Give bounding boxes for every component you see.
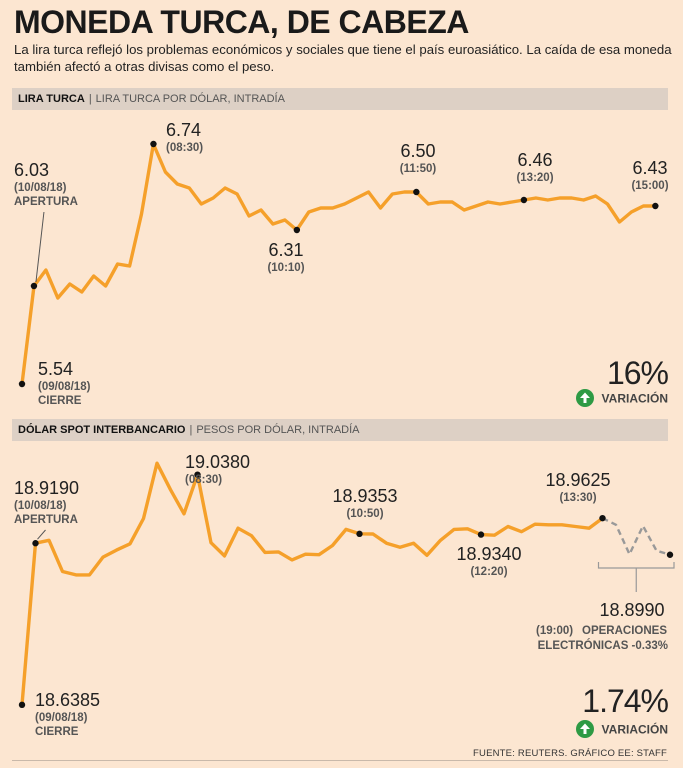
dollar-afterhours-line <box>601 517 671 556</box>
dollar-series-line <box>20 461 605 707</box>
dollar-annot-point-0 <box>18 701 26 709</box>
dollar-afterhours-point <box>666 551 674 558</box>
bottom-divider <box>12 760 668 761</box>
lira-annot-time-5: (13:20) <box>516 172 553 184</box>
dollar-annot-point-2 <box>194 471 201 478</box>
lira-unit: LIRA TURCA POR DÓLAR, INTRADÍA <box>95 93 285 105</box>
dollar-afterhours-label1: OPERACIONES <box>582 625 667 637</box>
dollar-title: DÓLAR SPOT INTERBANCARIO <box>18 424 186 436</box>
lira-annot-point-0 <box>18 380 26 388</box>
lira-title: LIRA TURCA <box>18 93 85 105</box>
dollar-chart: 18.8990 (19:00) OPERACIONES ELECTRÓNICAS -0… <box>14 452 675 738</box>
dollar-annot-leader-1 <box>37 529 46 540</box>
dollar-unit: PESOS POR DÓLAR, INTRADÍA <box>196 424 360 436</box>
dollar-annot-point-3 <box>356 530 363 538</box>
lira-annot-value-5: 6.46 <box>517 150 552 170</box>
lira-annot-value-3: 6.31 <box>268 240 303 260</box>
source-note: FUENTE: REUTERS. GRÁFICO EE: STAFF <box>473 748 667 759</box>
lira-annot-label-0: CIERRE <box>38 395 82 407</box>
dollar-annot-time-2: (08:30) <box>185 474 222 486</box>
lira-annot-point-4 <box>413 188 420 196</box>
lira-chart: 5.54 (09/08/18) CIERRE 6.03 (10/08/18) APERTU… <box>14 120 670 407</box>
lira-annot-time-0: (09/08/18) <box>38 381 91 393</box>
dollar-afterhours-time: (19:00) <box>536 625 573 637</box>
dollar-annot-time-4: (12:20) <box>470 566 507 578</box>
dollar-annot-value-3: 18.9353 <box>332 486 397 506</box>
lira-annot-label-1: APERTURA <box>14 196 78 208</box>
dollar-annot-point-5 <box>599 514 606 522</box>
dollar-annot-time-5: (13:30) <box>559 492 596 504</box>
subtitle: La lira turca reflejó los problemas econ… <box>14 42 672 74</box>
lira-annot-value-4: 6.50 <box>400 141 435 161</box>
lira-series-line <box>20 142 657 386</box>
dollar-annot-label-1: APERTURA <box>14 514 78 526</box>
dollar-annot-label-0: CIERRE <box>35 726 79 738</box>
dollar-annot-value-1: 18.9190 <box>14 478 79 498</box>
dollar-afterhours-label2: ELECTRÓNICAS -0.33% <box>538 639 668 652</box>
lira-annot-point-5 <box>520 196 528 204</box>
dollar-annot-value-2: 19.0380 <box>185 452 250 472</box>
page-title: MONEDA TURCA, DE CABEZA <box>14 4 469 40</box>
dollar-change-label: VARIACIÓN <box>602 722 668 737</box>
lira-annot-time-4: (11:50) <box>400 163 437 175</box>
lira-band: LIRA TURCA | LIRA TURCA POR DÓLAR, INTRADÍ… <box>12 88 668 110</box>
dollar-annot-point-4 <box>477 531 485 538</box>
dollar-annot-time-0: (09/08/18) <box>35 712 88 724</box>
dollar-up-arrow-glyph <box>580 723 590 734</box>
lira-change-value: 16% <box>607 355 669 391</box>
dollar-annot-value-0: 18.6385 <box>35 690 100 710</box>
lira-annot-time-2: (08:30) <box>166 142 203 154</box>
lira-annot-time-6: (15:00) <box>631 180 668 192</box>
dollar-annot-value-4: 18.9340 <box>456 544 521 564</box>
lira-annot-value-1: 6.03 <box>14 160 49 180</box>
dollar-afterhours-value: 18.8990 <box>599 600 664 620</box>
lira-annot-leader-1 <box>35 211 45 283</box>
lira-annot-value-2: 6.74 <box>166 120 201 140</box>
lira-annot-time-3: (10:10) <box>267 262 304 274</box>
lira-annot-time-1: (10/08/18) <box>14 182 67 194</box>
lira-change-label: VARIACIÓN <box>602 391 668 406</box>
lira-annot-value-6: 6.43 <box>632 158 667 178</box>
dollar-afterhours-bracket <box>597 562 675 592</box>
lira-annot-point-6 <box>652 202 659 210</box>
dollar-change-value: 1.74% <box>582 683 668 719</box>
lira-annot-point-2 <box>150 140 157 148</box>
lira-annot-point-1 <box>30 282 38 290</box>
dollar-annot-point-1 <box>32 540 39 547</box>
lira-up-arrow-glyph <box>580 392 590 403</box>
dollar-annot-value-5: 18.9625 <box>545 470 610 490</box>
lira-annot-value-0: 5.54 <box>38 359 73 379</box>
dollar-annot-time-3: (10:50) <box>346 508 383 520</box>
dollar-band: DÓLAR SPOT INTERBANCARIO | PESOS POR DÓLAR… <box>12 419 668 441</box>
dollar-annot-time-1: (10/08/18) <box>14 500 67 512</box>
lira-annot-point-3 <box>293 226 301 234</box>
